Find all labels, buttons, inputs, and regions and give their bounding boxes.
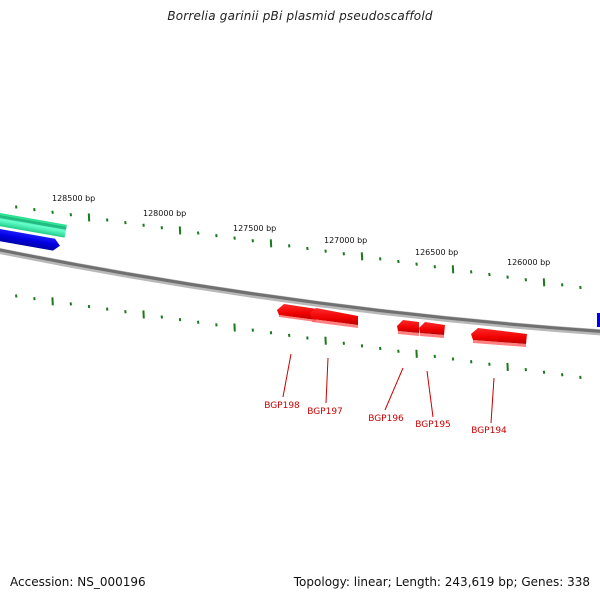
- upper-ruler: [15, 205, 582, 290]
- ruler-label: 127000 bp: [324, 236, 367, 245]
- gene-bgp196: [397, 320, 419, 336]
- ruler-label: 128500 bp: [52, 194, 95, 203]
- gene-label-bgp195: BGP195: [415, 420, 451, 430]
- gene-bgp197: [310, 308, 358, 328]
- gene-leader-line: [490, 377, 495, 424]
- gene-label-bgp194: BGP194: [471, 426, 507, 436]
- map-title: Borrelia garinii pBi plasmid pseudoscaff…: [167, 9, 433, 23]
- gene-label-bgp197: BGP197: [307, 407, 343, 417]
- gene-label-bgp198: BGP198: [264, 401, 300, 411]
- plasmid-backbone-core: [0, 248, 600, 333]
- gene-leader-line: [282, 353, 292, 398]
- accession-text: Accession: NS_000196: [10, 575, 146, 589]
- gene-leader-line: [384, 367, 404, 411]
- ruler-label: 126000 bp: [507, 258, 550, 267]
- ruler-label: 128000 bp: [143, 209, 186, 218]
- gene-leader-line: [426, 370, 434, 418]
- gene-label-bgp196: BGP196: [368, 414, 404, 424]
- gene-bgp198: [277, 304, 317, 322]
- lower-ruler: [15, 294, 582, 380]
- gene-bgp194: [471, 328, 527, 347]
- ruler-label: 127500 bp: [233, 224, 276, 233]
- topology-text: Topology: linear; Length: 243,619 bp; Ge…: [293, 575, 590, 589]
- gene-bgp195: [419, 322, 445, 338]
- feature-blue-right-edge: [597, 313, 600, 327]
- feature-blue: [0, 228, 60, 251]
- feature-teal: [0, 212, 67, 238]
- ruler-label: 126500 bp: [415, 248, 458, 257]
- gene-leader-line: [325, 357, 329, 404]
